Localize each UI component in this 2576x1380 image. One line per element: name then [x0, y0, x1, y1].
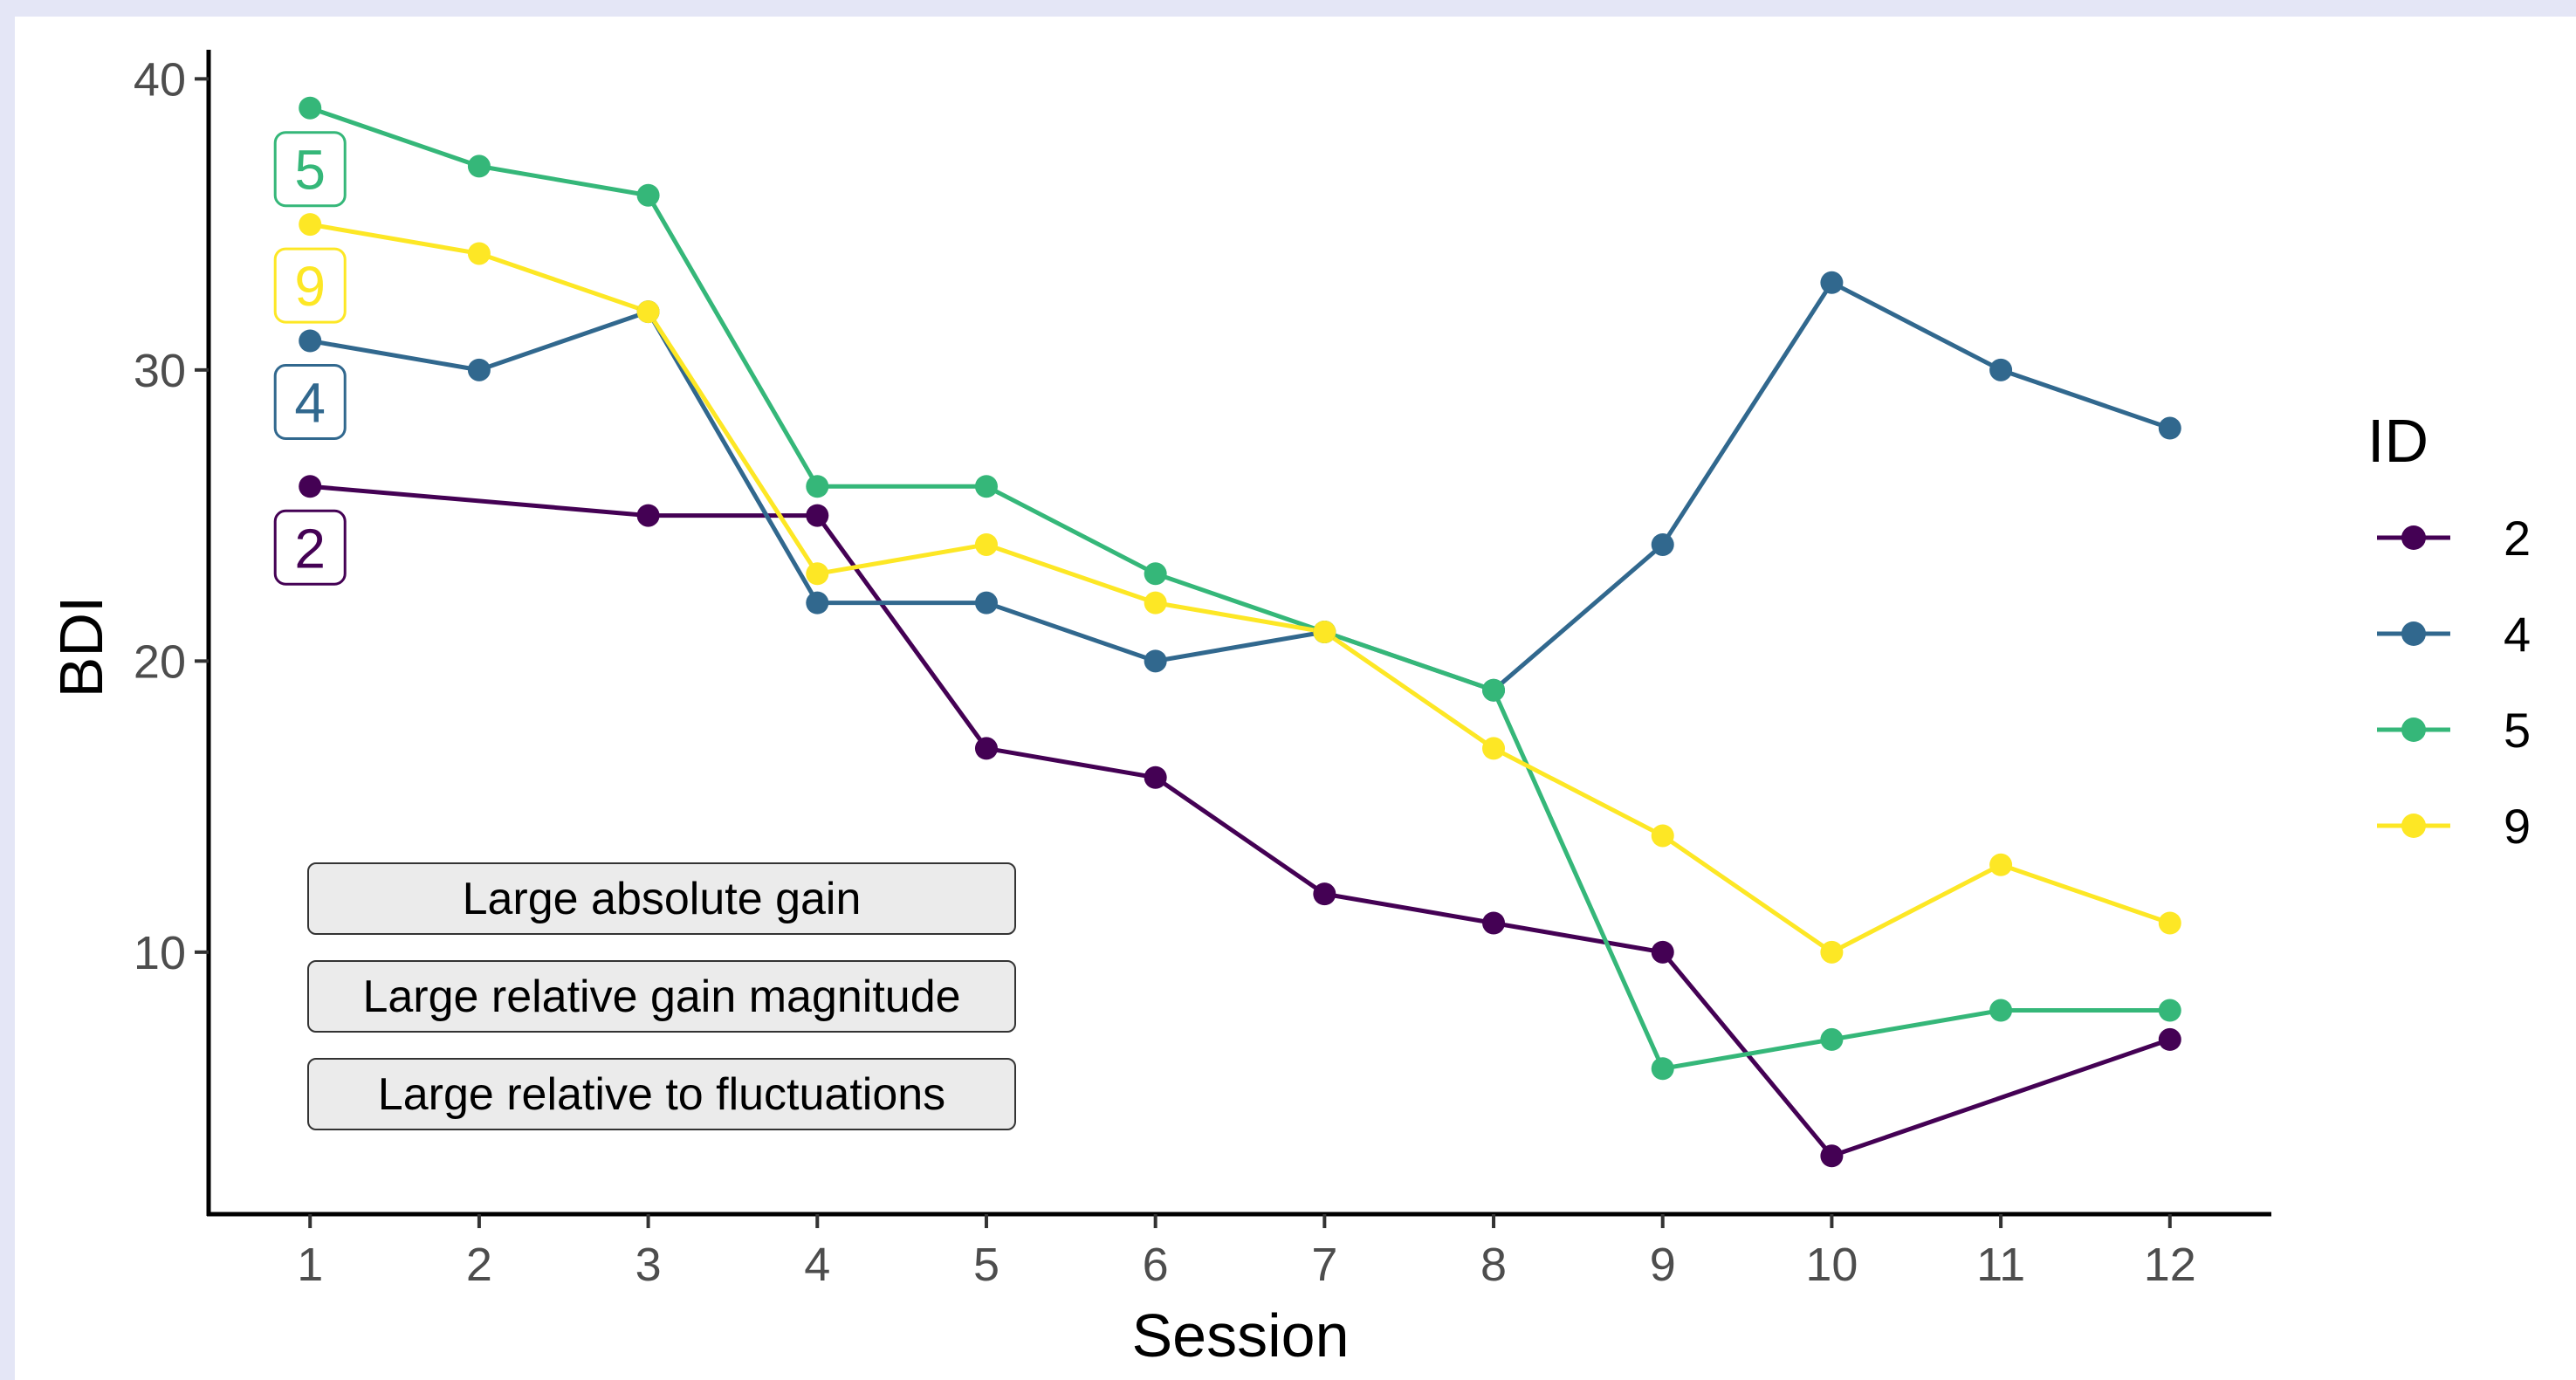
x-tick-label: 3	[635, 1239, 662, 1291]
line-label-text: 9	[294, 255, 326, 318]
annotation-box: Large relative to fluctuations	[307, 1058, 1016, 1130]
x-tick-label: 6	[1143, 1239, 1169, 1291]
data-point-2	[636, 504, 660, 527]
data-point-4	[299, 329, 322, 353]
data-point-5	[467, 154, 491, 178]
data-point-5	[299, 96, 322, 120]
legend-item-4: 4	[2377, 607, 2531, 662]
data-point-4	[974, 591, 998, 614]
legend-item-5: 5	[2377, 703, 2531, 758]
y-axis-title: BDI	[47, 596, 115, 698]
legend-title: ID	[2367, 407, 2428, 475]
series-points	[299, 96, 2181, 1168]
legend-key-point	[2401, 717, 2426, 742]
x-tick-label: 5	[973, 1239, 999, 1291]
annotation-text: Large relative to fluctuations	[378, 1069, 945, 1120]
y-tick-label: 40	[134, 53, 186, 106]
data-point-5	[636, 183, 660, 207]
data-point-9	[467, 242, 491, 265]
legend-key-point	[2401, 814, 2426, 838]
data-point-2	[2158, 1027, 2181, 1051]
data-point-9	[1144, 591, 1167, 614]
line-label-4: 4	[273, 364, 347, 440]
data-point-9	[1482, 737, 1506, 760]
data-point-2	[1820, 1144, 1844, 1168]
line-labels: 5 9 4 2	[273, 131, 347, 586]
x-axis-title: Session	[1131, 1301, 1349, 1370]
data-point-5	[1144, 562, 1167, 586]
line-label-2: 2	[273, 509, 347, 586]
x-tick-label: 10	[1805, 1239, 1858, 1291]
data-point-9	[1651, 824, 1674, 848]
series-line-4	[309, 280, 2171, 693]
data-point-2	[1651, 940, 1674, 964]
data-point-9	[636, 300, 660, 324]
data-point-5	[1820, 1027, 1844, 1051]
x-tick-label: 9	[1650, 1239, 1676, 1291]
legend-item-2: 2	[2377, 511, 2531, 566]
chart-panel: 10 20 30 40 1 2 3 4 5 6 7 8 9 10 11 12 Large absolute g…	[15, 17, 2576, 1380]
annotation-text: Large absolute gain	[463, 874, 862, 924]
data-point-9	[1313, 621, 1336, 643]
data-point-5	[1482, 678, 1506, 702]
legend-label: 4	[2504, 607, 2531, 662]
data-point-9	[2158, 911, 2181, 935]
legend-key-point	[2401, 525, 2426, 550]
y-tick-label: 30	[134, 345, 186, 397]
data-point-4	[2158, 416, 2181, 440]
y-tick-label: 10	[134, 927, 186, 979]
data-point-9	[299, 213, 322, 237]
data-point-9	[1820, 940, 1844, 964]
data-point-5	[2158, 999, 2181, 1022]
data-point-2	[1144, 766, 1167, 789]
data-point-9	[974, 532, 998, 556]
data-point-5	[1989, 999, 2013, 1022]
annotation-box: Large absolute gain	[307, 862, 1016, 935]
series-line-5	[309, 106, 2170, 1071]
x-tick-label: 12	[2144, 1239, 2196, 1291]
data-point-4	[1989, 358, 2013, 381]
data-point-2	[806, 504, 829, 527]
series-line-2	[309, 484, 2171, 1158]
data-point-2	[299, 475, 322, 498]
x-tick-label: 11	[1976, 1239, 2025, 1291]
x-tick-label: 7	[1311, 1239, 1337, 1291]
line-label-5: 5	[273, 131, 347, 208]
data-point-5	[974, 475, 998, 498]
annotation-box: Large relative gain magnitude	[307, 960, 1016, 1033]
x-tick-label: 2	[466, 1239, 492, 1291]
legend-label: 5	[2504, 703, 2531, 758]
legend-item-9: 9	[2377, 799, 2531, 854]
data-point-9	[806, 562, 829, 586]
data-point-2	[974, 737, 998, 760]
data-point-9	[1989, 853, 2013, 876]
line-label-text: 4	[294, 372, 326, 435]
line-label-text: 5	[294, 139, 326, 202]
x-tick-label: 4	[804, 1239, 830, 1291]
data-point-4	[1144, 649, 1167, 673]
line-label-9: 9	[273, 247, 347, 324]
series-line-9	[309, 222, 2171, 955]
data-point-5	[806, 475, 829, 498]
x-tick-label: 8	[1480, 1239, 1507, 1291]
legend-key-point	[2401, 621, 2426, 646]
data-point-2	[1313, 882, 1336, 906]
line-label-text: 2	[294, 517, 326, 580]
annotation-text: Large relative gain magnitude	[362, 971, 960, 1022]
y-tick-label: 20	[134, 635, 186, 688]
legend-label: 9	[2504, 799, 2531, 854]
data-point-4	[467, 358, 491, 381]
annotation-boxes: Large absolute gain Large relative gain m…	[307, 862, 1016, 1130]
data-point-2	[1482, 911, 1506, 935]
data-point-5	[1651, 1057, 1674, 1081]
series-lines	[309, 106, 2171, 1158]
x-tick-label: 1	[297, 1239, 323, 1291]
legend-label: 2	[2504, 511, 2531, 566]
data-point-4	[1651, 532, 1674, 556]
data-point-4	[1820, 271, 1844, 294]
data-point-4	[806, 591, 829, 614]
legend: ID 2 4 5 9	[2367, 407, 2531, 854]
